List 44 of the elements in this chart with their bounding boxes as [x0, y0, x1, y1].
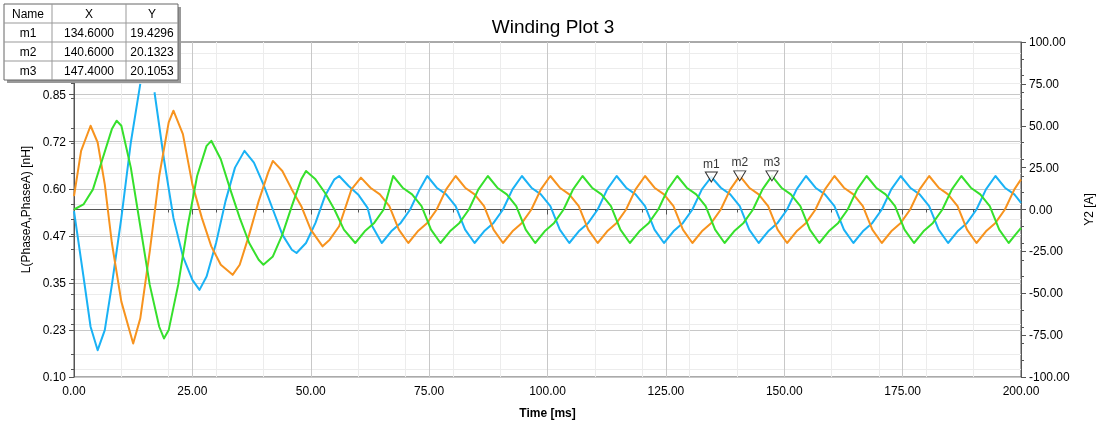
y-tick-label: 0.85 [42, 87, 67, 102]
y2-tick-label: -100.00 [1029, 370, 1071, 384]
text: m1 [19, 25, 37, 40]
y2-tick-label: 75.00 [1029, 76, 1060, 91]
y-tick-label: 0.10 [42, 370, 67, 384]
chart-title: Winding Plot 3 [491, 16, 615, 37]
x-tick-label: 0.00 [62, 384, 86, 398]
y2-tick-label: -50.00 [1029, 286, 1064, 301]
x-tick-label: 175.00 [884, 384, 922, 398]
y2-tick-label: -75.00 [1029, 328, 1064, 343]
y2-tick-label: 0.00 [1029, 202, 1053, 217]
text: X [84, 6, 94, 21]
text: m3 [19, 63, 37, 78]
x-axis-title: Time [ms] [519, 406, 576, 420]
x-tick-label: 100.00 [529, 384, 567, 398]
data-label: m1 [703, 156, 720, 171]
y-tick-label: 0.47 [42, 228, 67, 243]
data-label: m3 [763, 155, 781, 170]
annotation: 20.1053 [130, 63, 175, 78]
x-tick-label: 50.00 [295, 384, 327, 398]
x-tick-label: 75.00 [414, 384, 445, 398]
x-tick-label: 125.00 [647, 384, 685, 398]
text: Name [11, 6, 45, 21]
text: Y [147, 6, 157, 21]
x-tick-label: 25.00 [177, 384, 208, 398]
annotation: 147.4000 [63, 63, 115, 78]
annotation: 140.6000 [63, 44, 115, 59]
text: m2 [19, 44, 37, 59]
y2-tick-label: 50.00 [1029, 118, 1060, 133]
y-tick-label: 0.23 [42, 322, 67, 337]
y2-tick-label: -25.00 [1029, 244, 1064, 259]
text: 134.6000 [63, 25, 115, 40]
x-tick-label: 150.00 [765, 384, 803, 398]
annotation: 20.1323 [130, 44, 175, 59]
x-tick-label: 200.00 [1002, 384, 1040, 398]
y-tick-label: 0.35 [42, 275, 67, 290]
data-label: m2 [731, 155, 749, 170]
text: 19.4296 [130, 25, 175, 40]
y2-tick-label: 25.00 [1029, 160, 1060, 175]
y-tick-label: 0.60 [42, 181, 67, 196]
y2-axis-title: Y2 [A] [1082, 193, 1096, 226]
y-axis-title: L(PhaseA,PhaseA) [nH] [18, 145, 33, 274]
y2-tick-label: 100.00 [1029, 35, 1067, 49]
y-tick-label: 0.72 [42, 134, 67, 149]
